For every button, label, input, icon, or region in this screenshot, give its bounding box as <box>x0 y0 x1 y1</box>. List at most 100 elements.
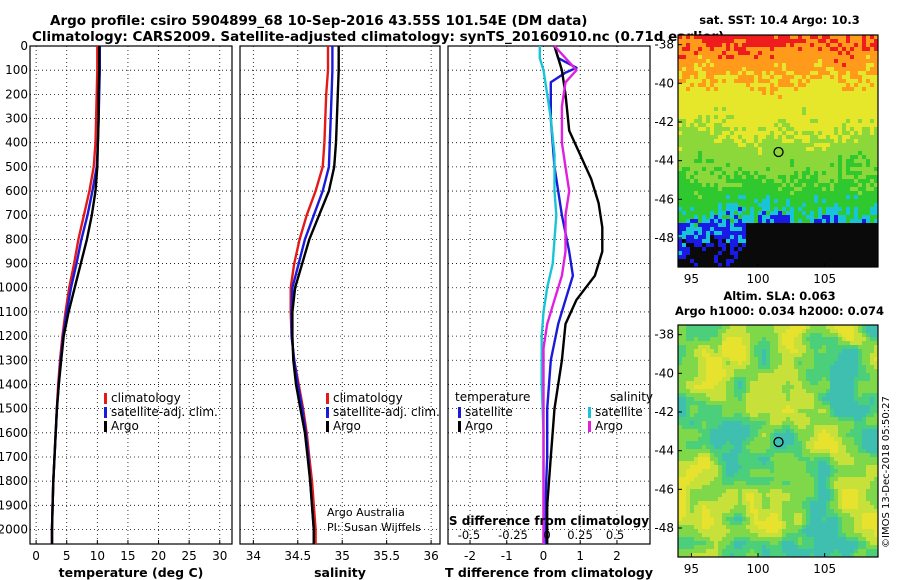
map-cell <box>678 119 683 124</box>
map-cell <box>854 227 859 232</box>
map-cell <box>830 119 835 124</box>
map-cell <box>822 243 827 248</box>
map-cell <box>802 325 807 330</box>
map-cell <box>834 187 839 192</box>
map-cell <box>786 219 791 224</box>
map-cell <box>746 373 751 378</box>
map-cell <box>678 71 683 76</box>
map-cell <box>818 227 823 232</box>
map-cell <box>774 541 779 546</box>
map-cell <box>730 529 735 534</box>
map-cell <box>766 207 771 212</box>
map-cell <box>790 525 795 530</box>
map-cell <box>686 155 691 160</box>
map-cell <box>690 39 695 44</box>
map-cell <box>798 493 803 498</box>
map-cell <box>806 421 811 426</box>
map-cell <box>818 187 823 192</box>
map-cell <box>798 333 803 338</box>
map-cell <box>746 59 751 64</box>
map-cell <box>714 111 719 116</box>
map-cell <box>746 345 751 350</box>
map-cell <box>738 203 743 208</box>
map-cell <box>742 473 747 478</box>
map-cell <box>702 151 707 156</box>
map-cell <box>730 211 735 216</box>
map-cell <box>874 255 879 260</box>
map-cell <box>706 421 711 426</box>
map-cell <box>746 425 751 430</box>
map-cell <box>690 263 695 268</box>
map-cell <box>690 401 695 406</box>
map-cell <box>678 397 683 402</box>
map-cell <box>726 47 731 52</box>
map-cell <box>782 227 787 232</box>
map-cell <box>698 167 703 172</box>
map-cell <box>726 219 731 224</box>
map-cell <box>718 67 723 72</box>
map-cell <box>830 75 835 80</box>
map-cell <box>762 63 767 68</box>
map-cell <box>858 155 863 160</box>
map-cell <box>786 235 791 240</box>
map-cell <box>734 135 739 140</box>
map-cell <box>702 207 707 212</box>
map-cell <box>750 513 755 518</box>
map-cell <box>746 509 751 514</box>
map-cell <box>682 453 687 458</box>
map-cell <box>794 329 799 334</box>
map-cell <box>858 211 863 216</box>
map-cell <box>866 99 871 104</box>
map-cell <box>782 79 787 84</box>
map-cell <box>750 345 755 350</box>
map-cell <box>730 55 735 60</box>
map-cell <box>810 35 815 40</box>
map-cell <box>786 369 791 374</box>
map-cell <box>702 421 707 426</box>
map-cell <box>758 329 763 334</box>
map-cell <box>682 147 687 152</box>
map-cell <box>718 429 723 434</box>
map-cell <box>758 91 763 96</box>
map-cell <box>782 259 787 264</box>
map-cell <box>806 397 811 402</box>
map-cell <box>710 389 715 394</box>
map-cell <box>726 413 731 418</box>
map-cell <box>714 187 719 192</box>
map-cell <box>690 131 695 136</box>
map-cell <box>718 219 723 224</box>
map-cell <box>690 549 695 554</box>
map-cell <box>766 381 771 386</box>
map-cell <box>798 533 803 538</box>
map-cell <box>714 39 719 44</box>
map-cell <box>706 437 711 442</box>
map-cell <box>782 243 787 248</box>
map-cell <box>834 111 839 116</box>
map-cell <box>874 95 879 100</box>
map-cell <box>762 35 767 40</box>
map-cell <box>678 139 683 144</box>
map-cell <box>678 457 683 462</box>
map-cell <box>710 437 715 442</box>
map-cell <box>726 115 731 120</box>
map-cell <box>874 259 879 264</box>
map-cell <box>750 223 755 228</box>
map-cell <box>690 139 695 144</box>
map-cell <box>766 167 771 172</box>
map-cell <box>738 127 743 132</box>
map-cell <box>702 127 707 132</box>
map-cell <box>794 219 799 224</box>
map-cell <box>846 59 851 64</box>
map-cell <box>690 553 695 558</box>
map-cell <box>738 107 743 112</box>
map-cell <box>794 377 799 382</box>
map-cell <box>698 413 703 418</box>
map-cell <box>722 175 727 180</box>
map-cell <box>714 55 719 60</box>
map-cell <box>686 517 691 522</box>
map-cell <box>854 263 859 268</box>
map-cell <box>734 251 739 256</box>
legend-label: satellite-adj. clim. <box>333 405 440 419</box>
map-cell <box>766 433 771 438</box>
map-cell <box>762 259 767 264</box>
